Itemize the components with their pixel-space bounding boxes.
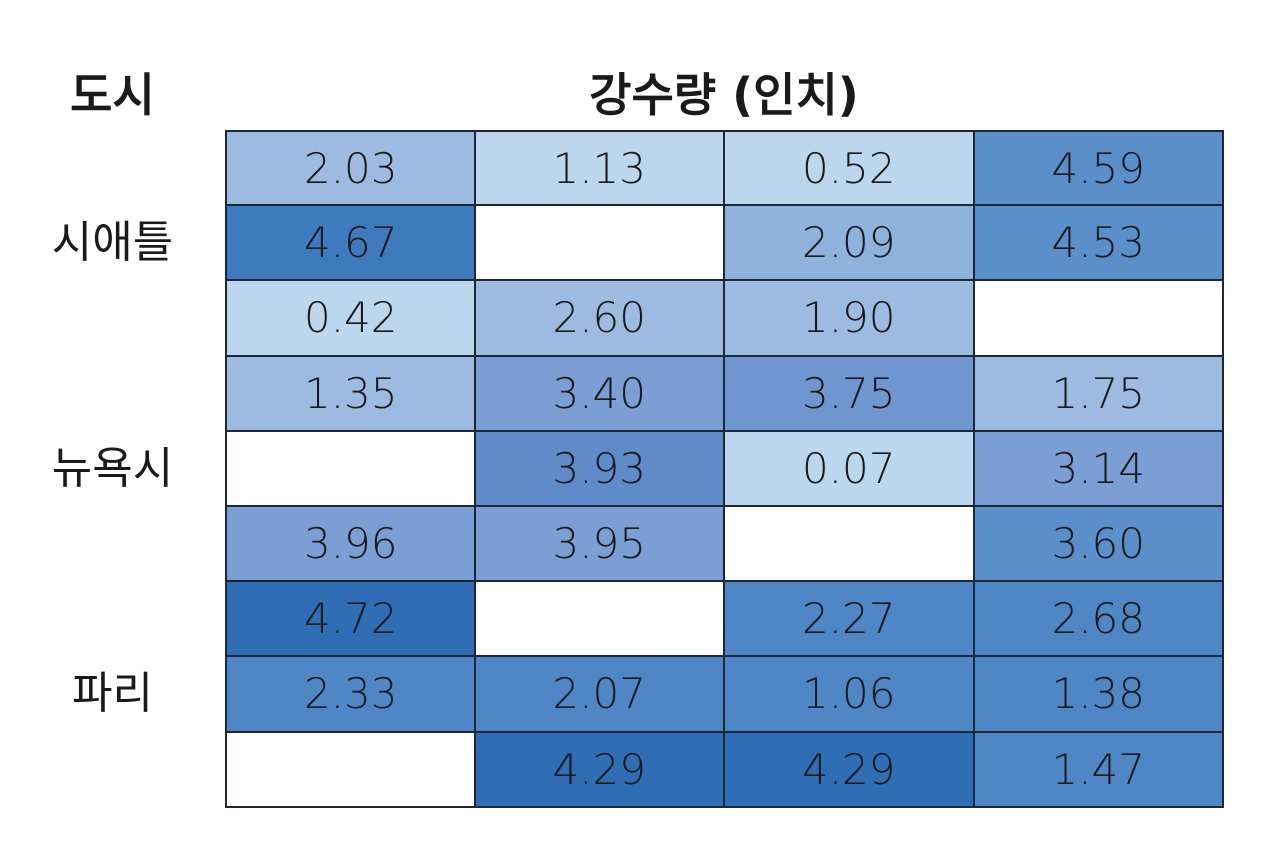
table-cell — [473, 204, 725, 282]
table-cell: 2.68 — [972, 580, 1224, 658]
value-header: 강수량 (인치) — [589, 68, 859, 122]
table-cell: 3.95 — [473, 505, 725, 583]
table-cell: 4.67 — [225, 204, 477, 282]
table-cell: 3.40 — [473, 354, 725, 432]
table-cell — [225, 730, 477, 808]
table-cell: 2.09 — [723, 204, 975, 282]
table-cell — [473, 580, 725, 658]
city-header: 도시 — [70, 68, 155, 122]
table-cell: 0.52 — [723, 130, 975, 208]
table-cell: 2.07 — [473, 655, 725, 733]
table-cell: 0.07 — [723, 429, 975, 507]
table-cell — [723, 505, 975, 583]
table-cell: 1.47 — [972, 730, 1224, 808]
table-cell: 0.42 — [225, 279, 477, 357]
table-cell: 1.90 — [723, 279, 975, 357]
city-label: 뉴욕시 — [51, 442, 174, 494]
table-cell — [225, 429, 477, 507]
city-label: 시애틀 — [51, 217, 174, 269]
table-cell: 3.93 — [473, 429, 725, 507]
table-cell: 4.29 — [723, 730, 975, 808]
table-cell: 3.96 — [225, 505, 477, 583]
table-cell: 4.53 — [972, 204, 1224, 282]
table-cell: 2.27 — [723, 580, 975, 658]
table-cell: 4.59 — [972, 130, 1224, 208]
table-cell: 2.33 — [225, 655, 477, 733]
table-cell: 2.60 — [473, 279, 725, 357]
table-cell: 3.60 — [972, 505, 1224, 583]
table-cell: 3.14 — [972, 429, 1224, 507]
table-cell: 3.75 — [723, 354, 975, 432]
table-cell: 1.06 — [723, 655, 975, 733]
table-cell — [972, 279, 1224, 357]
table-cell: 1.75 — [972, 354, 1224, 432]
city-label: 파리 — [72, 668, 153, 720]
table-cell: 1.35 — [225, 354, 477, 432]
table-cell: 4.29 — [473, 730, 725, 808]
table-cell: 2.03 — [225, 130, 477, 208]
table-cell: 4.72 — [225, 580, 477, 658]
table-cell: 1.38 — [972, 655, 1224, 733]
table-cell: 1.13 — [473, 130, 725, 208]
